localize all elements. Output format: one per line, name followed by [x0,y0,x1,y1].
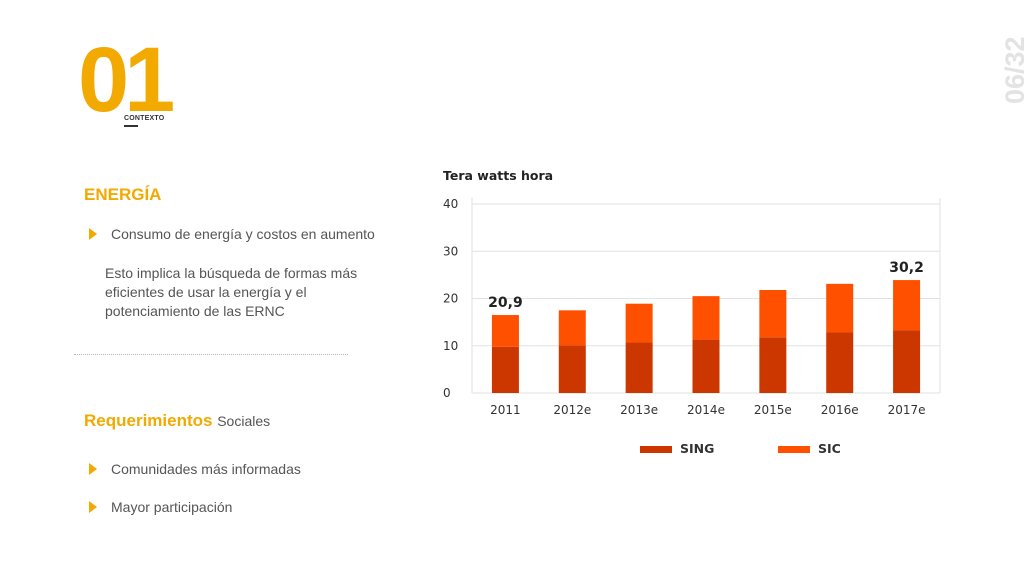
chart-title: Tera watts hora [443,168,553,183]
bar-sing [692,339,720,393]
bar-sic [491,315,519,347]
bar-sing [893,330,921,393]
energia-bullet: Consumo de energía y costos en aumento [86,226,375,242]
energia-bullet-text: Consumo de energía y costos en aumento [111,226,375,242]
bar-sic [826,283,854,333]
requerimientos-bullet: Mayor participación [86,499,232,515]
energy-consumption-chart: Tera watts hora 0 10 20 30 40 2011 2012e 2013e… [443,168,941,456]
x-tick-label: 2014e [687,403,725,417]
chevron-right-icon [89,463,97,475]
bar-sing [759,337,787,393]
chevron-right-icon [89,228,97,240]
bar-sing [826,332,854,393]
bar-sing [558,345,586,393]
x-tick-label: 2012e [553,403,591,417]
x-tick-label: 2011 [490,403,521,417]
bar-sic [692,296,720,340]
data-label: 20,9 [488,295,523,311]
y-tick-label: 30 [443,244,458,258]
bar-sic [625,303,653,343]
bar-sic [558,310,586,346]
data-label: 30,2 [889,260,924,276]
y-tick-label: 40 [443,197,458,211]
requerimientos-heading-main: Requerimientos [84,411,213,430]
section-divider [74,354,348,355]
bar-sic [893,280,921,331]
bar-sing [625,342,653,393]
x-tick-label: 2015e [754,403,792,417]
requerimientos-bullet-text: Comunidades más informadas [111,461,301,477]
x-tick-label: 2013e [620,403,658,417]
chart-bars [491,280,921,393]
chart-legend: SING SIC [640,441,841,456]
requerimientos-bullet-text: Mayor participación [111,499,233,515]
legend-swatch-sing [640,446,672,453]
legend-label-sing: SING [680,441,714,456]
x-tick-label: 2016e [821,403,859,417]
chart-labels: 2011 2012e 2013e 2014e 2015e 2016e 2017e 20,9 30… [488,260,925,417]
requerimientos-heading-sub: Sociales [217,413,271,429]
bar-sic [759,289,787,338]
slide-number: 01 [78,29,175,131]
energia-paragraph: Esto implica la búsqueda de formas más e… [105,265,358,319]
y-tick-label: 20 [443,292,458,306]
legend-swatch-sic [778,446,810,453]
bar-sing [491,346,519,393]
x-tick-label: 2017e [888,403,926,417]
energia-heading: ENERGÍA [84,185,162,204]
y-tick-label: 10 [443,339,458,353]
requerimientos-bullet: Comunidades más informadas [86,461,301,477]
requerimientos-heading: Requerimientos Sociales [84,411,270,431]
chevron-right-icon [89,501,97,513]
section-tag: CONTEXTO [124,115,165,122]
legend-label-sic: SIC [818,441,841,456]
section-tag-underline [124,125,138,127]
page-counter: 06/32 [1000,36,1024,104]
y-tick-label: 0 [443,386,451,400]
